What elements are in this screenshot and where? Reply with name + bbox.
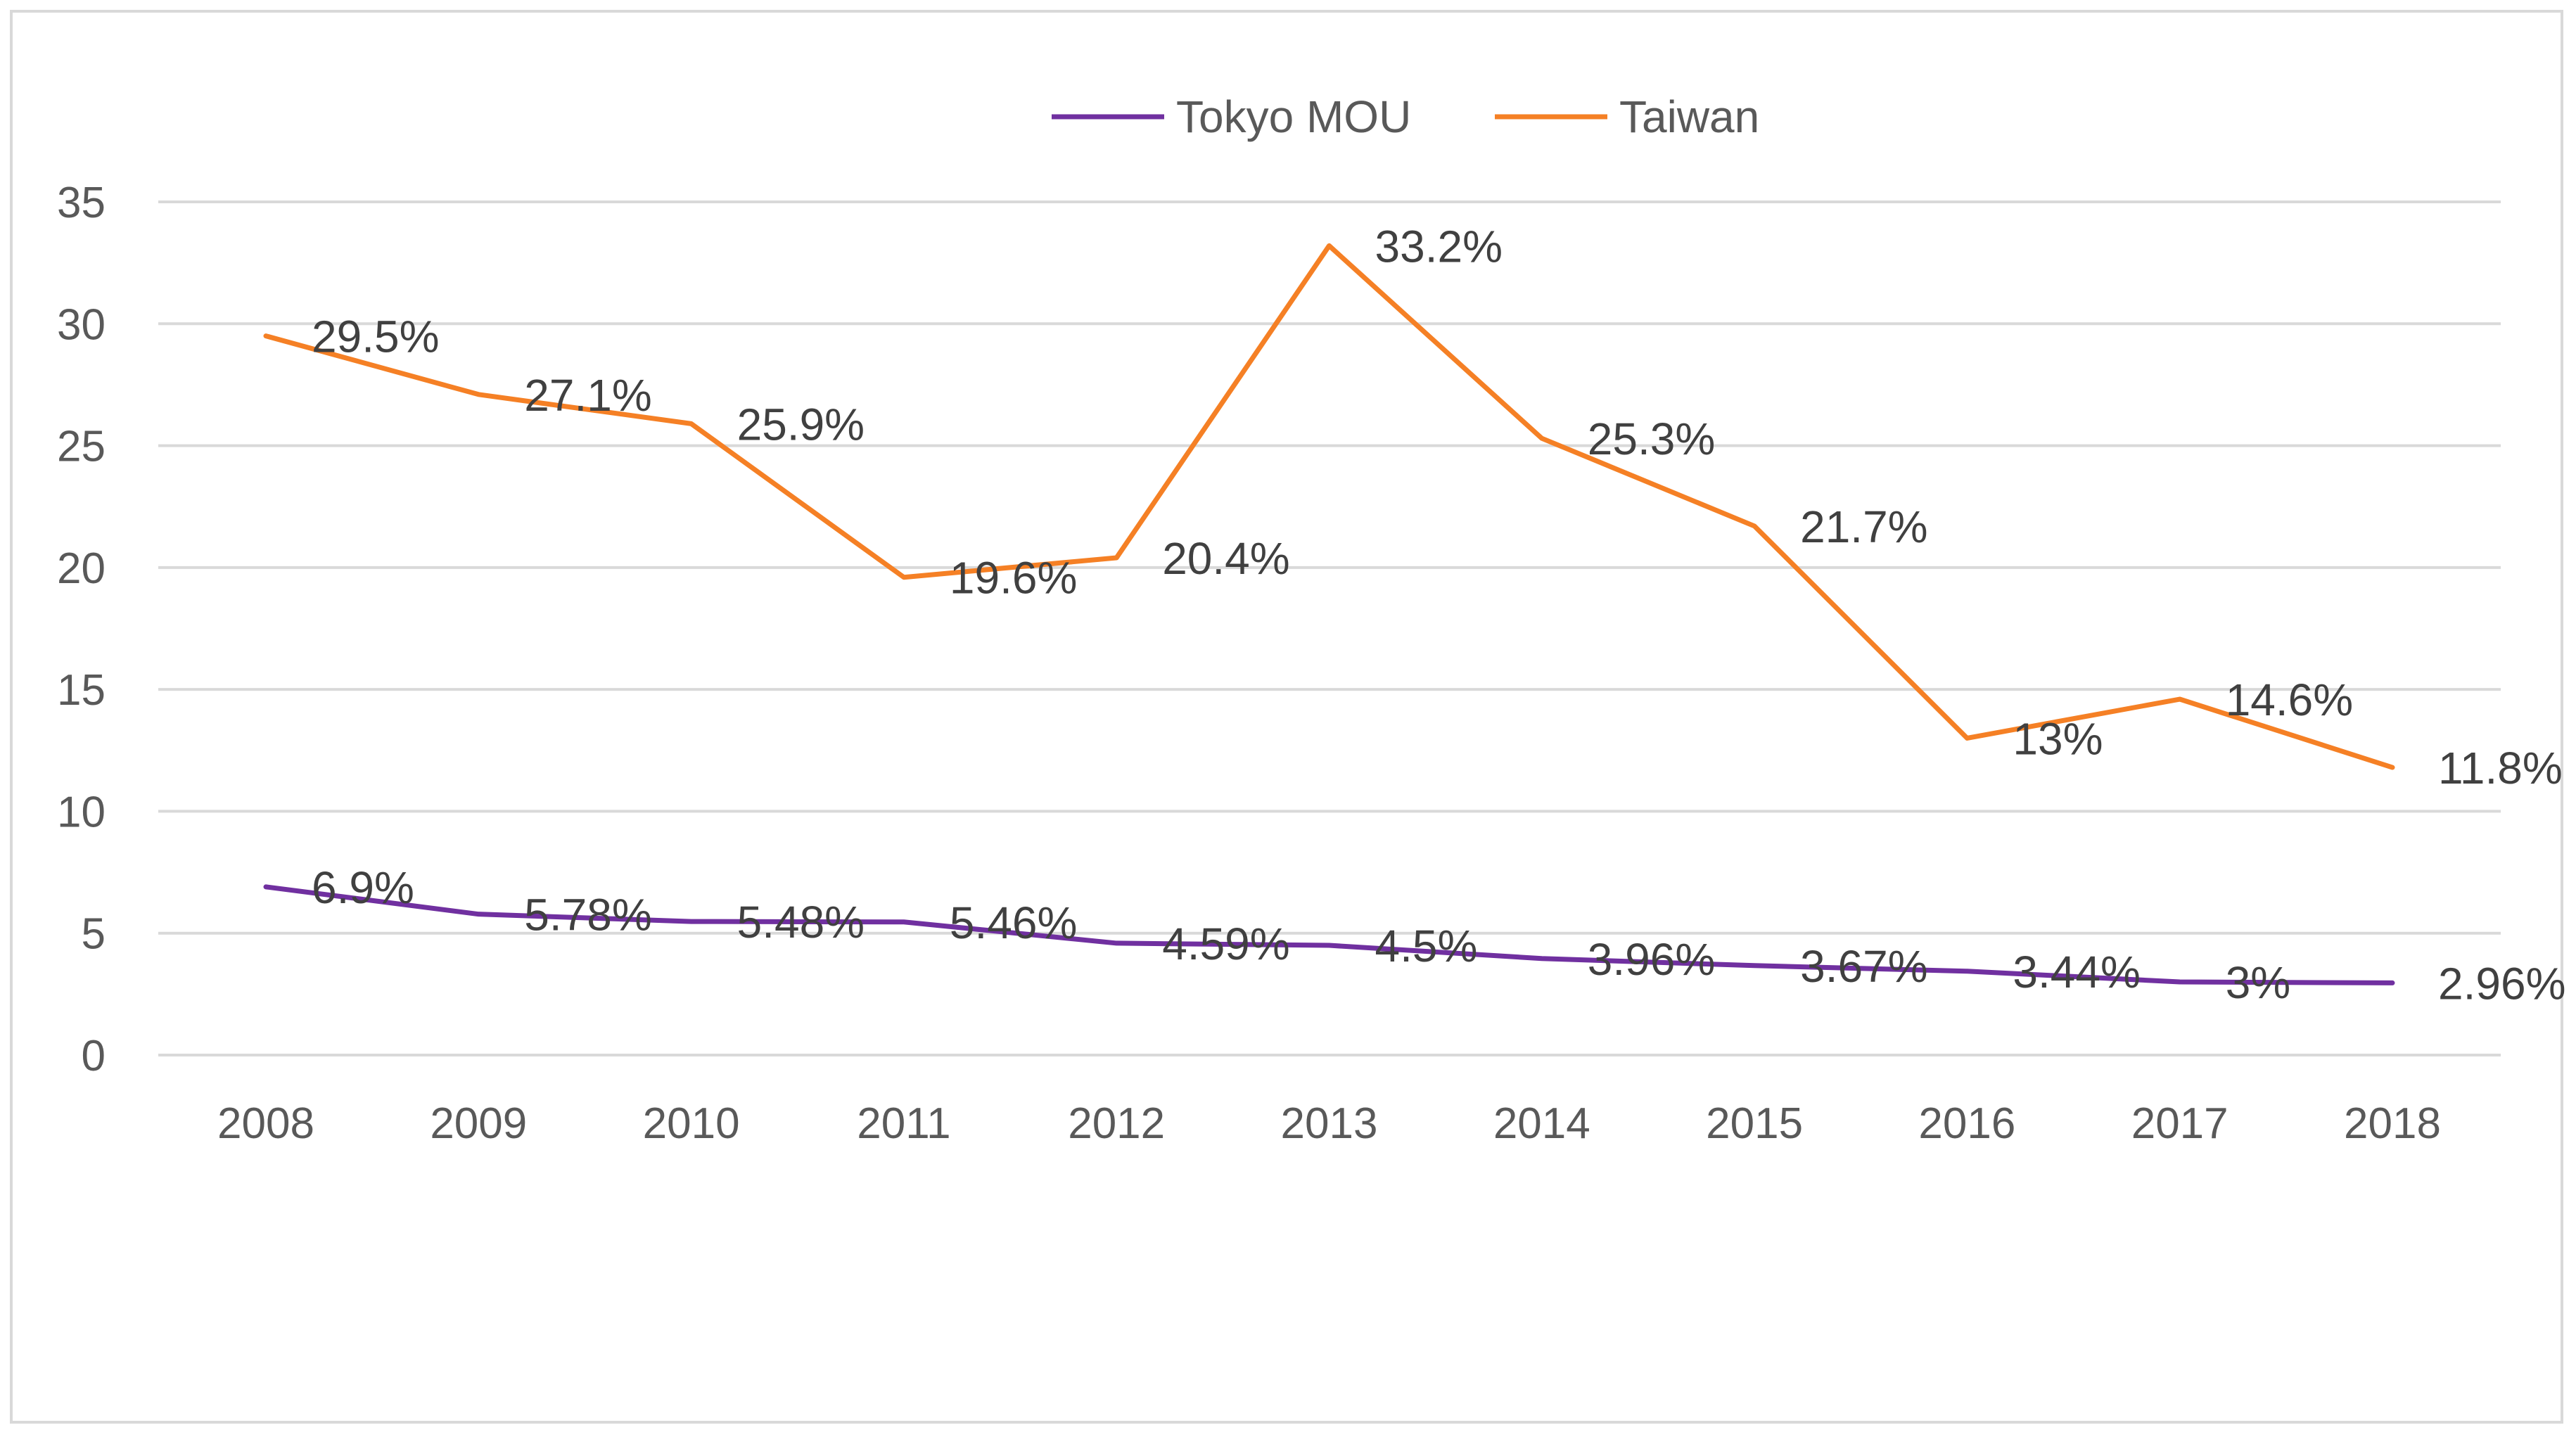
data-label: 3.96% xyxy=(1588,934,1715,985)
y-tick-label: 30 xyxy=(57,300,106,349)
data-label: 5.48% xyxy=(737,897,865,947)
chart-frame xyxy=(10,10,2563,1424)
data-label: 13% xyxy=(2013,713,2103,764)
data-label: 29.5% xyxy=(312,312,439,362)
legend-item: Tokyo MOU xyxy=(1052,91,1411,142)
y-tick-label: 35 xyxy=(57,179,106,227)
data-label: 19.6% xyxy=(950,553,1077,603)
data-label: 21.7% xyxy=(1800,502,1927,552)
gridlines xyxy=(158,200,2501,1056)
x-tick-label: 2011 xyxy=(857,1099,950,1148)
x-tick-label: 2017 xyxy=(2131,1099,2229,1148)
legend: Tokyo MOU Taiwan xyxy=(1052,91,1759,142)
x-tick-label: 2012 xyxy=(1068,1099,1165,1148)
data-label: 27.1% xyxy=(524,370,651,421)
data-label: 3.67% xyxy=(1800,941,1927,992)
y-tick-label: 10 xyxy=(57,788,106,836)
y-tick-label: 5 xyxy=(82,910,106,959)
data-label: 25.3% xyxy=(1588,414,1715,464)
legend-label: Taiwan xyxy=(1619,91,1759,142)
x-tick-label: 2009 xyxy=(430,1099,527,1148)
x-tick-label: 2013 xyxy=(1281,1099,1378,1148)
data-label: 4.5% xyxy=(1375,921,1478,971)
x-tick-label: 2018 xyxy=(2344,1099,2441,1148)
x-tick-label: 2010 xyxy=(643,1099,740,1148)
y-tick-label: 15 xyxy=(57,666,106,715)
y-tick-label: 0 xyxy=(82,1032,106,1080)
data-label: 25.9% xyxy=(737,399,865,449)
data-labels: 6.9% 5.78% 5.48% 5.46% 4.59% 4.5% 3.96% 3.67% 3.… xyxy=(312,221,2565,1009)
series-lines xyxy=(263,243,2395,985)
data-label: 4.59% xyxy=(1162,919,1289,969)
y-tick-label: 20 xyxy=(57,544,106,593)
data-label: 5.78% xyxy=(524,890,651,940)
x-tick-label: 2008 xyxy=(217,1099,314,1148)
x-tick-label: 2014 xyxy=(1493,1099,1590,1148)
y-axis-ticks: 0 5 10 15 20 25 30 35 xyxy=(57,179,106,1080)
data-label: 3.44% xyxy=(2013,947,2140,997)
data-label: 5.46% xyxy=(950,898,1077,948)
data-label: 6.9% xyxy=(312,862,414,913)
x-tick-label: 2015 xyxy=(1706,1099,1803,1148)
data-label: 33.2% xyxy=(1375,221,1503,272)
series-line-tokyo-mou xyxy=(263,884,2395,985)
series-line-taiwan xyxy=(263,243,2395,770)
y-tick-label: 25 xyxy=(57,423,106,471)
x-axis-ticks: 2008 2009 2010 2011 2012 2013 2014 2015 2016 2017… xyxy=(217,1099,2441,1148)
data-label: 14.6% xyxy=(2226,675,2353,725)
legend-item: Taiwan xyxy=(1495,91,1759,142)
data-label: 20.4% xyxy=(1162,533,1289,584)
data-label: 3% xyxy=(2226,957,2291,1008)
x-tick-label: 2016 xyxy=(1918,1099,2015,1148)
legend-label: Tokyo MOU xyxy=(1176,91,1411,142)
data-label: 11.8% xyxy=(2438,743,2563,793)
data-label: 2.96% xyxy=(2438,958,2565,1009)
